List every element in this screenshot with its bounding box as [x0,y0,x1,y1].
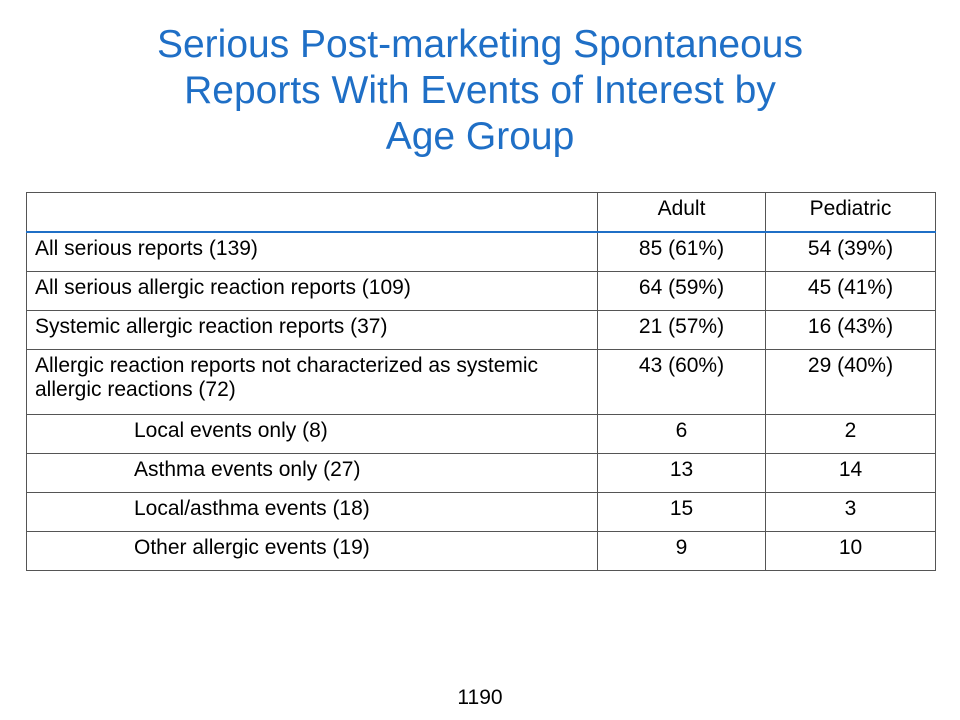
row-label: Systemic allergic reaction reports (37) [26,310,598,350]
row-label: Local/asthma events (18) [26,492,598,532]
table-header-row: Adult Pediatric [26,192,936,233]
pediatric-value: 10 [765,531,936,571]
slide-number: 1190 [457,686,503,709]
header-pediatric: Pediatric [765,192,936,233]
pediatric-value: 54 (39%) [765,231,936,272]
table-row: All serious allergic reaction reports (1… [26,271,936,311]
table-row: Local events only (8) 6 2 [26,414,936,454]
row-label: All serious allergic reaction reports (1… [26,271,598,311]
row-label: Other allergic events (19) [26,531,598,571]
adult-value: 64 (59%) [597,271,766,311]
row-label: Allergic reaction reports not characteri… [26,349,598,415]
table-row: Other allergic events (19) 9 10 [26,531,936,571]
row-label: Asthma events only (27) [26,453,598,493]
pediatric-value: 29 (40%) [765,349,936,415]
title-line-2: Reports With Events of Interest by [184,69,776,112]
row-label: Local events only (8) [26,414,598,454]
table-row: Local/asthma events (18) 15 3 [26,492,936,532]
pediatric-value: 14 [765,453,936,493]
reports-table: Adult Pediatric All serious reports (139… [26,192,936,571]
table-row: Asthma events only (27) 13 14 [26,453,936,493]
adult-value: 43 (60%) [597,349,766,415]
adult-value: 9 [597,531,766,571]
adult-value: 6 [597,414,766,454]
adult-value: 15 [597,492,766,532]
adult-value: 13 [597,453,766,493]
header-empty-cell [26,192,598,233]
pediatric-value: 3 [765,492,936,532]
pediatric-value: 45 (41%) [765,271,936,311]
adult-value: 21 (57%) [597,310,766,350]
title-line-1: Serious Post-marketing Spontaneous [156,23,804,66]
header-adult: Adult [597,192,766,233]
title-line-3: Age Group [385,115,575,158]
row-label: All serious reports (139) [26,231,598,272]
slide-title: Serious Post-marketing Spontaneous Repor… [40,22,920,160]
pediatric-value: 16 (43%) [765,310,936,350]
pediatric-value: 2 [765,414,936,454]
table-row: Systemic allergic reaction reports (37) … [26,310,936,350]
table-row: All serious reports (139) 85 (61%) 54 (3… [26,231,936,272]
table-row: Allergic reaction reports not characteri… [26,349,936,415]
adult-value: 85 (61%) [597,231,766,272]
